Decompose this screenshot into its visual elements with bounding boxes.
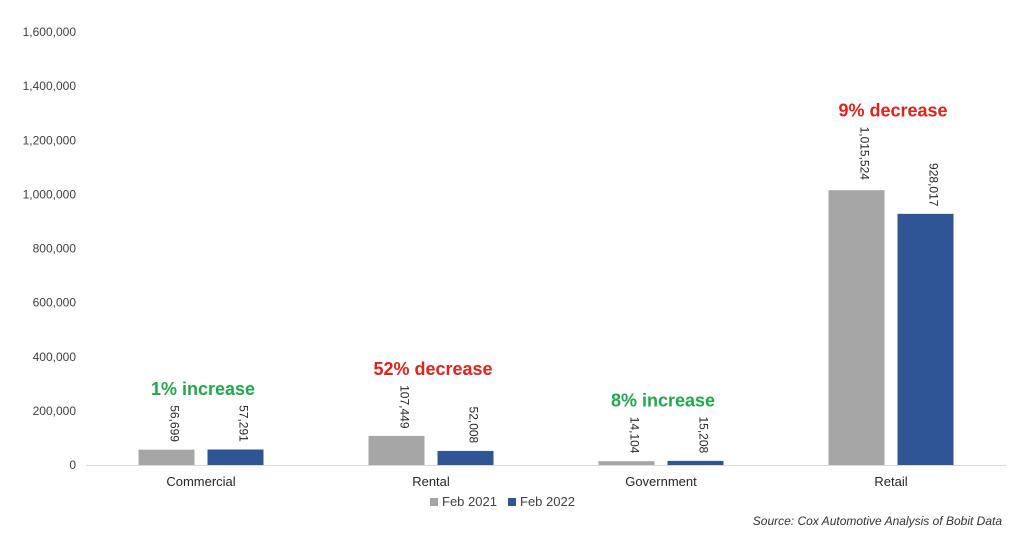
bar <box>828 190 885 465</box>
legend-label: Feb 2022 <box>520 494 575 509</box>
change-annotation: 8% increase <box>611 390 715 410</box>
bar <box>437 450 494 465</box>
y-tick-label: 1,000,000 <box>23 187 77 201</box>
y-tick-label: 1,600,000 <box>23 25 77 39</box>
legend-label: Feb 2021 <box>442 494 497 509</box>
data-label: 57,291 <box>237 405 251 442</box>
bar <box>207 449 264 465</box>
category-label: Government <box>625 474 697 489</box>
y-tick-label: 400,000 <box>33 350 77 364</box>
source-note: Source: Cox Automotive Analysis of Bobit… <box>752 514 1002 528</box>
data-label: 52,008 <box>467 407 481 444</box>
data-label: 928,017 <box>927 163 941 207</box>
data-label: 14,104 <box>628 417 642 454</box>
change-annotation: 1% increase <box>151 379 255 399</box>
change-annotation: 9% decrease <box>838 101 947 121</box>
data-label: 56,699 <box>168 405 182 442</box>
data-label: 15,208 <box>697 416 711 453</box>
category-label: Rental <box>412 474 450 489</box>
y-tick-label: 0 <box>69 458 76 472</box>
data-label: 1,015,524 <box>858 127 872 181</box>
bar <box>368 435 425 465</box>
bar <box>897 213 954 465</box>
y-tick-label: 200,000 <box>33 404 77 418</box>
bar <box>138 449 195 465</box>
category-label: Retail <box>874 474 907 489</box>
bar <box>598 461 655 465</box>
data-label: 107,449 <box>398 385 412 429</box>
legend-swatch <box>508 498 516 506</box>
change-annotation: 52% decrease <box>373 359 492 379</box>
legend-swatch <box>430 498 438 506</box>
y-tick-label: 1,200,000 <box>23 133 77 147</box>
y-tick-label: 800,000 <box>33 242 77 256</box>
category-label: Commercial <box>166 474 235 489</box>
y-tick-label: 600,000 <box>33 296 77 310</box>
bar <box>667 460 724 465</box>
y-tick-label: 1,400,000 <box>23 79 77 93</box>
